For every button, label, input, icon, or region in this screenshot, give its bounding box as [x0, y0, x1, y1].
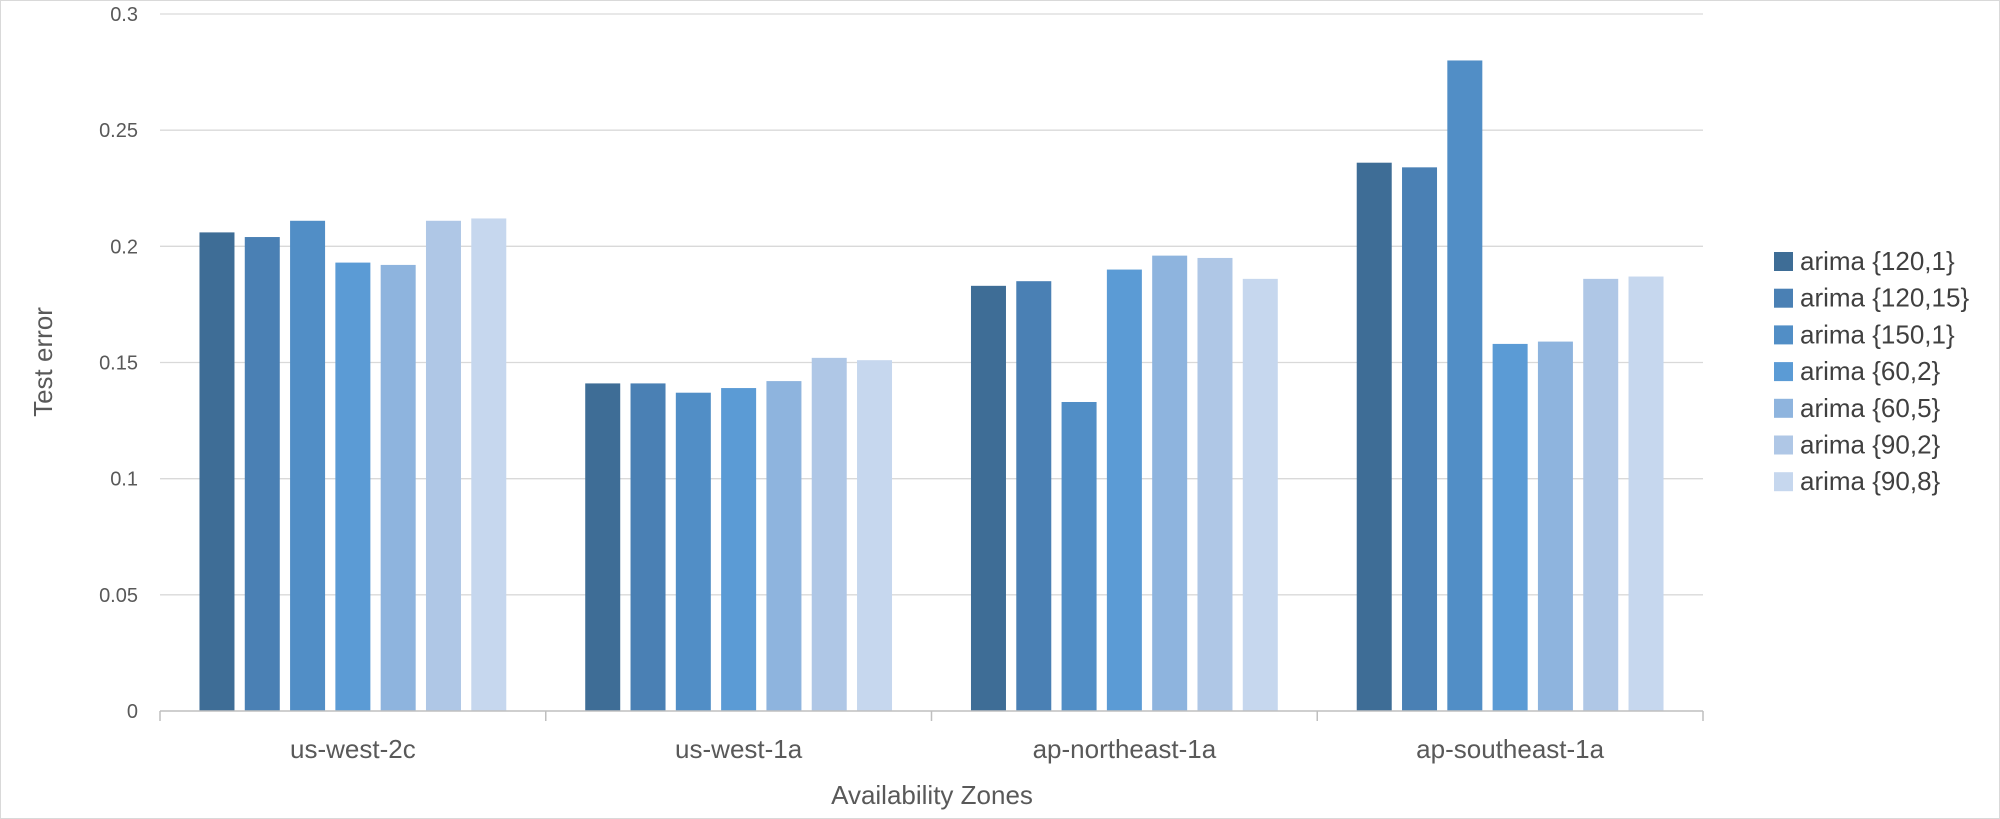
- bar: [857, 360, 893, 711]
- legend-swatch: [1774, 398, 1793, 418]
- bar: [1537, 341, 1573, 711]
- bar: [1197, 257, 1233, 711]
- bar: [721, 388, 757, 711]
- y-tick-label: 0.15: [99, 353, 138, 375]
- x-axis-category-labels: us-west-2c us-west-1a ap-northeast-1a ap-so…: [290, 734, 1605, 764]
- x-axis: [159, 710, 1704, 721]
- y-tick-label: 0: [127, 701, 138, 723]
- bar: [1242, 278, 1278, 711]
- y-axis-title: Test error: [28, 307, 58, 417]
- legend-swatch: [1774, 435, 1793, 455]
- bar: [425, 220, 461, 711]
- bar: [630, 383, 666, 711]
- legend-swatch: [1774, 252, 1793, 271]
- bar: [244, 237, 280, 712]
- y-tick-label: 0.3: [110, 4, 138, 26]
- y-axis-ticks: 0 0.05 0.1 0.15 0.2 0.25 0.3: [99, 4, 138, 723]
- bar: [811, 357, 847, 711]
- bar: [1583, 278, 1619, 711]
- legend-swatch: [1774, 362, 1793, 382]
- x-category-label: us-west-2c: [290, 734, 416, 764]
- gridlines: [160, 13, 1703, 596]
- bar: [766, 381, 802, 711]
- bar: [471, 218, 507, 711]
- legend-label: arima {120,1}: [1800, 246, 1955, 276]
- y-tick-label: 0.2: [110, 236, 138, 258]
- y-tick-label: 0.25: [99, 120, 138, 142]
- legend-swatch: [1774, 472, 1793, 492]
- legend-swatch: [1774, 288, 1793, 308]
- legend-swatch: [1774, 325, 1793, 345]
- bar: [199, 232, 235, 712]
- bar: [1628, 276, 1664, 711]
- x-category-label: ap-northeast-1a: [1033, 734, 1217, 764]
- bar: [1492, 343, 1528, 711]
- legend-label: arima {90,8}: [1800, 466, 1941, 496]
- bars: [199, 60, 1664, 712]
- legend-label: arima {60,2}: [1800, 356, 1941, 386]
- legend-label: arima {60,5}: [1800, 393, 1941, 423]
- x-category-label: us-west-1a: [675, 734, 803, 764]
- bar: [290, 220, 326, 711]
- bar: [675, 392, 711, 711]
- bar: [1061, 401, 1097, 711]
- bar: [380, 264, 416, 711]
- bar: [1356, 162, 1392, 711]
- legend-label: arima {150,1}: [1800, 319, 1955, 349]
- y-tick-label: 0.05: [99, 585, 138, 607]
- bar: [1016, 281, 1052, 711]
- x-category-label: ap-southeast-1a: [1416, 734, 1604, 764]
- bar: [585, 383, 621, 711]
- legend: arima {120,1} arima {120,15} arima {150,1}…: [1774, 246, 1969, 496]
- x-axis-title: Availability Zones: [831, 780, 1033, 810]
- bar: [1402, 167, 1438, 712]
- bar: [970, 285, 1006, 711]
- legend-label: arima {120,15}: [1800, 283, 1969, 313]
- bar: [1447, 60, 1483, 711]
- legend-label: arima {90,2}: [1800, 430, 1941, 460]
- bar: [1152, 255, 1188, 712]
- y-tick-label: 0.1: [110, 469, 138, 491]
- bar: [335, 262, 371, 711]
- bar: [1106, 269, 1142, 711]
